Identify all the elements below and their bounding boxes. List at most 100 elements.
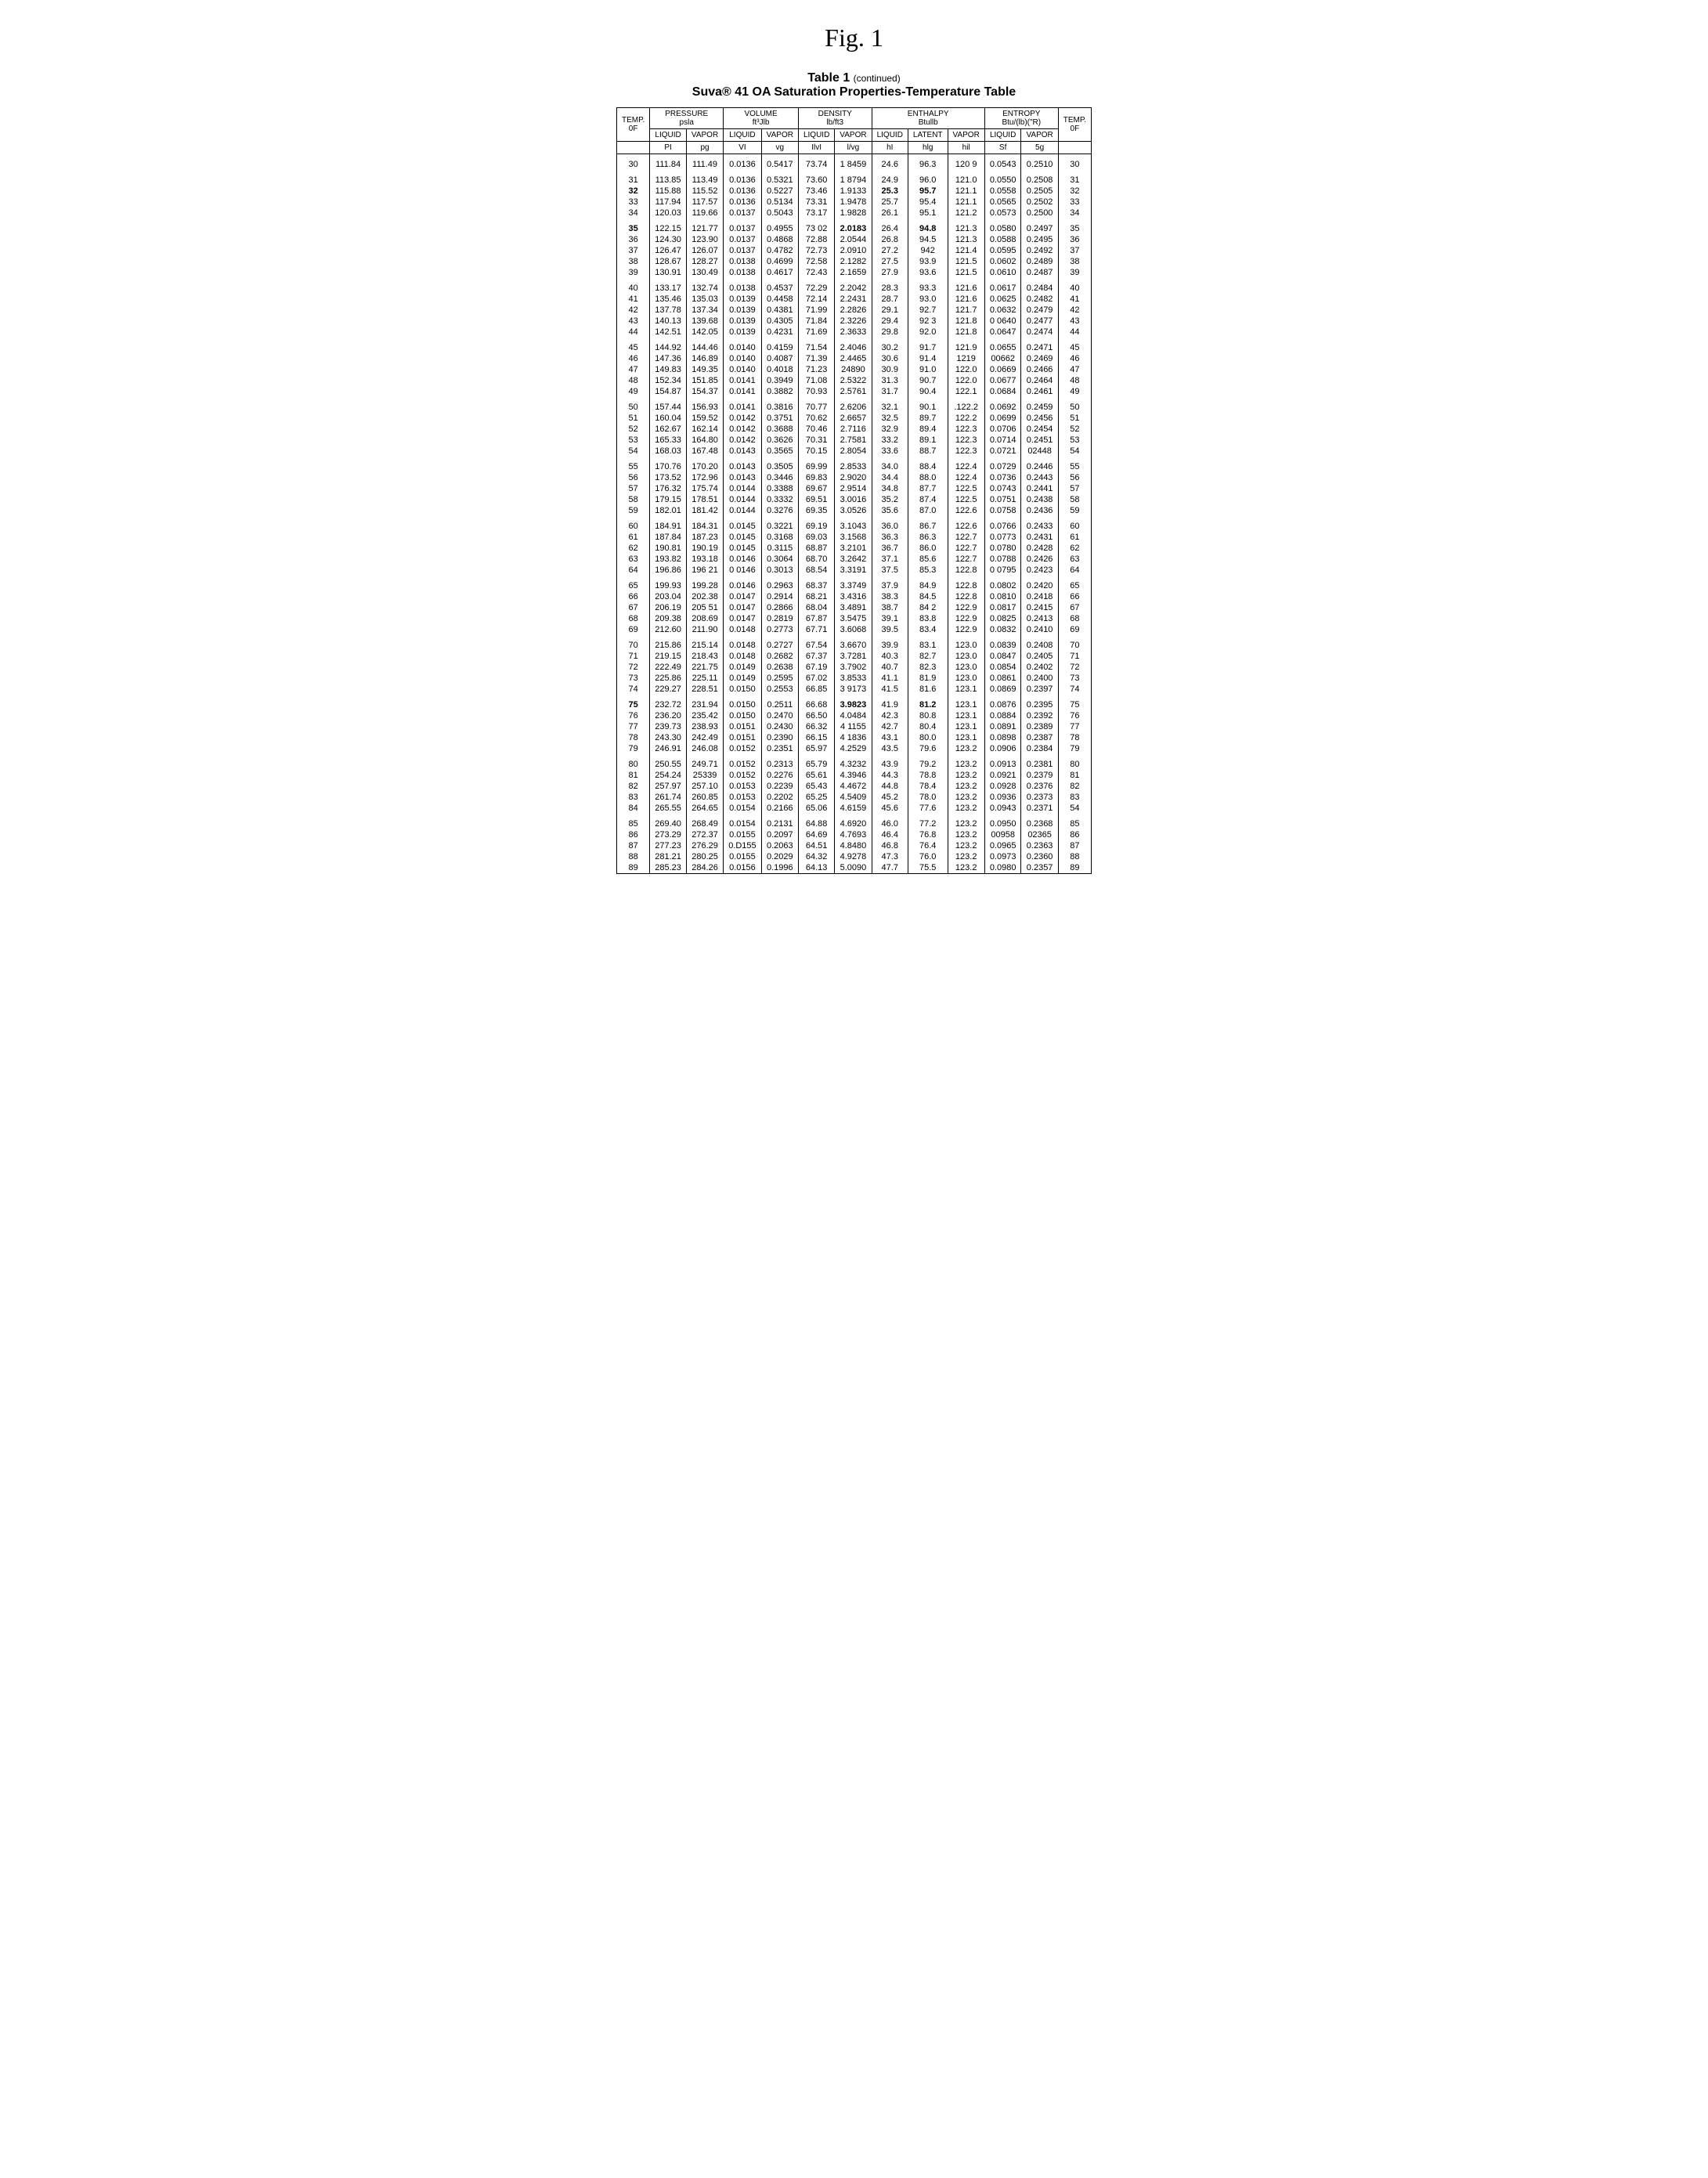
cell-value: 92.7 [908,305,948,316]
cell-value: 2.7581 [835,435,872,446]
cell-value: 69.83 [798,472,834,483]
cell-value: 28.7 [872,294,908,305]
cell-value: 117.94 [650,197,687,208]
cell-value: 0.0684 [984,386,1021,397]
cell-temp: 43 [1058,316,1091,327]
cell-value: 0.0736 [984,472,1021,483]
cell-value: 0.0152 [724,743,761,754]
cell-temp: 44 [1058,327,1091,338]
cell-value: 93.9 [908,256,948,267]
cell-value: 89.7 [908,413,948,424]
cell-value: 96.0 [908,170,948,186]
cell-temp: 52 [616,424,649,435]
cell-value: 0.3505 [761,457,798,472]
cell-value: 0.3882 [761,386,798,397]
cell-value: 89.1 [908,435,948,446]
cell-value: 0.2595 [761,673,798,684]
cell-value: 246.08 [686,743,723,754]
cell-value: 0.0153 [724,792,761,803]
cell-value: 187.23 [686,532,723,543]
cell-value: 122.1 [948,386,984,397]
cell-value: 2.5322 [835,375,872,386]
cell-value: 28.3 [872,278,908,294]
cell-value: 273.29 [650,829,687,840]
cell-temp: 73 [1058,673,1091,684]
cell-value: 32.5 [872,413,908,424]
cell-value: 3.0016 [835,494,872,505]
cell-value: 1 8794 [835,170,872,186]
cell-value: 0.2351 [761,743,798,754]
cell-value: 44.3 [872,770,908,781]
cell-value: 0.0647 [984,327,1021,338]
cell-value: 71.23 [798,364,834,375]
cell-temp: 53 [616,435,649,446]
cell-value: 0.5227 [761,186,798,197]
cell-value: 269.40 [650,814,687,829]
cell-value: 225.86 [650,673,687,684]
cell-value: 4.2529 [835,743,872,754]
table-row: 56173.52172.960.01430.344669.832.902034.… [616,472,1091,483]
table-row: 37126.47126.070.01370.478272.732.091027.… [616,245,1091,256]
cell-temp: 39 [1058,267,1091,278]
cell-value: 0.2682 [761,651,798,662]
table-row: 72222.49221.750.01490.263867.193.790240.… [616,662,1091,673]
cell-value: 121.8 [948,316,984,327]
cell-value: 0.0137 [724,219,761,234]
cell-value: 67.87 [798,613,834,624]
cell-value: 0.3332 [761,494,798,505]
cell-temp: 47 [1058,364,1091,375]
cell-value: 0.2727 [761,635,798,651]
cell-value: 122.8 [948,565,984,576]
cell-value: 128.27 [686,256,723,267]
cell-value: 27.5 [872,256,908,267]
cell-value: 0.0148 [724,635,761,651]
cell-temp: 32 [616,186,649,197]
cell-value: 170.20 [686,457,723,472]
cell-value: 0.3565 [761,446,798,457]
cell-value: 66.85 [798,684,834,695]
cell-value: 0.2384 [1021,743,1058,754]
cell-value: 0.0152 [724,754,761,770]
cell-value: 157.44 [650,397,687,413]
cell-value: 3.0526 [835,505,872,516]
cell-value: 121.3 [948,219,984,234]
cell-value: 0.2029 [761,851,798,862]
table-row: 77239.73238.930.01510.243066.324 115542.… [616,721,1091,732]
cell-value: 87.4 [908,494,948,505]
cell-value: 284.26 [686,862,723,874]
header-spacer [616,142,649,154]
cell-temp: 48 [616,375,649,386]
cell-temp: 66 [616,591,649,602]
cell-value: 29.4 [872,316,908,327]
cell-temp: 75 [1058,695,1091,710]
cell-value: 68.21 [798,591,834,602]
cell-value: 0.0144 [724,505,761,516]
cell-value: 0.0147 [724,613,761,624]
cell-value: 0.3446 [761,472,798,483]
cell-value: 122.3 [948,446,984,457]
cell-temp: 85 [1058,814,1091,829]
table-row: 45144.92144.460.01400.415971.542.404630.… [616,338,1091,353]
cell-value: 123.1 [948,710,984,721]
cell-value: 0.2470 [761,710,798,721]
cell-value: 173.52 [650,472,687,483]
table-row: 70215.86215.140.01480.272767.543.667039.… [616,635,1091,651]
cell-value: 261.74 [650,792,687,803]
cell-value: 70.93 [798,386,834,397]
cell-value: 93.0 [908,294,948,305]
cell-value: 159.52 [686,413,723,424]
cell-value: 0.0154 [724,803,761,814]
table-row: 36124.30123.900.01370.486872.882.054426.… [616,234,1091,245]
cell-temp: 71 [1058,651,1091,662]
cell-value: 86.3 [908,532,948,543]
cell-value: 0.0150 [724,695,761,710]
cell-value: 260.85 [686,792,723,803]
cell-value: 0.0655 [984,338,1021,353]
header-col-symbol: pg [686,142,723,154]
cell-temp: 38 [1058,256,1091,267]
cell-value: 122.3 [948,424,984,435]
cell-value: 0.0146 [724,554,761,565]
cell-value: 0.0141 [724,375,761,386]
cell-value: 25.7 [872,197,908,208]
cell-temp: 89 [1058,862,1091,874]
